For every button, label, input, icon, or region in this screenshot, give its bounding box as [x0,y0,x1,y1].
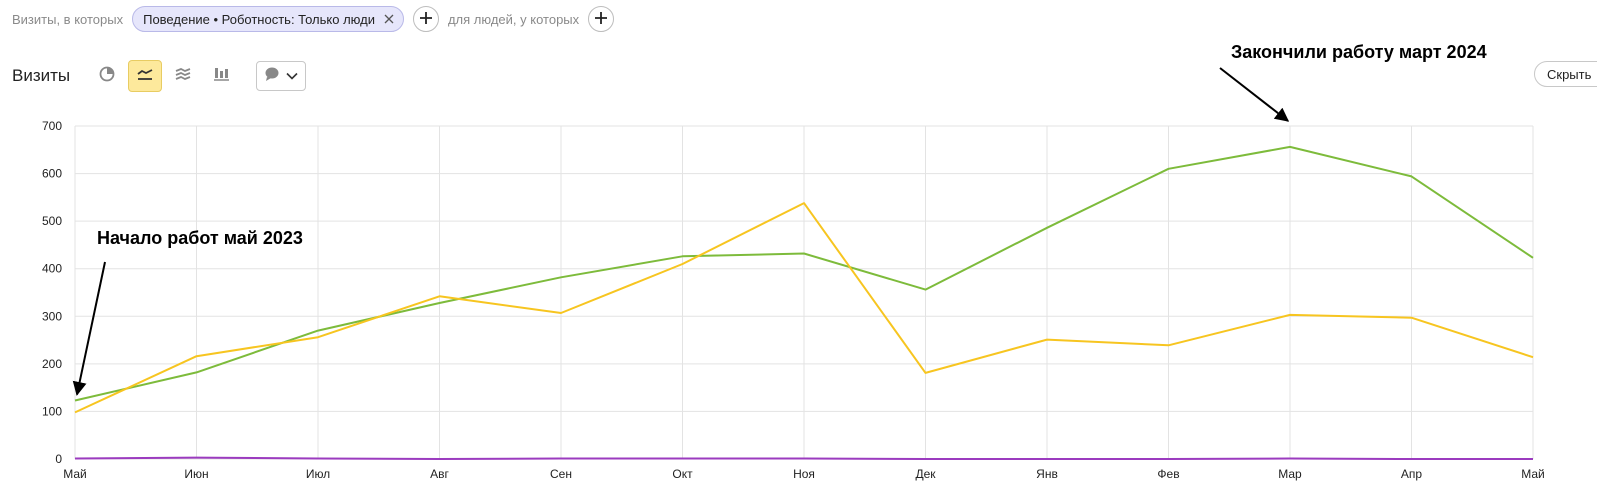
chart-toolbar: Визиты [12,60,307,92]
x-tick-label: Май [1521,467,1545,481]
x-tick-label: Май [63,467,87,481]
y-tick-label: 500 [42,214,62,228]
speech-bubble-icon [264,66,280,87]
chevron-down-icon [286,67,298,85]
visits-filter-label: Визиты, в которых [12,11,124,27]
annotation-arrow-start [72,261,106,396]
add-visit-condition-button[interactable] [412,6,439,32]
y-axis: 0 100 200 300 400 500 600 700 [42,119,62,466]
pie-chart-view-button[interactable] [90,60,124,92]
y-tick-label: 100 [42,404,62,418]
chart-series [74,145,1534,460]
annotation-start-label: Начало работ май 2023 [97,228,303,248]
annotations-dropdown[interactable] [256,61,307,91]
x-tick-label: Авг [430,467,449,481]
series-line-1[interactable] [74,145,1534,402]
y-tick-label: 700 [42,119,62,133]
y-tick-label: 200 [42,357,62,371]
area-chart-icon [174,66,192,87]
y-tick-label: 400 [42,262,62,276]
x-tick-label: Апр [1401,467,1423,481]
y-tick-label: 0 [55,452,62,466]
chart-annotations: Начало работ май 2023 Закончили работу ма… [72,42,1487,396]
x-tick-label: Фев [1157,467,1179,481]
x-tick-label: Сен [550,467,572,481]
x-tick-label: Янв [1036,467,1058,481]
chart-grid [74,125,1534,460]
y-tick-label: 300 [42,309,62,323]
x-tick-label: Дек [915,467,936,481]
plus-icon [419,11,433,28]
x-axis: Май Июн Июл Авг Сен Окт Ноя Дек Янв Фев Мар Апр Май [63,467,1545,481]
series-line-3[interactable] [74,456,1533,460]
x-tick-label: Июн [184,467,208,481]
annotation-arrow-end [1219,67,1290,122]
robotness-filter-chip-label: Поведение • Роботность: Только люди [143,11,375,27]
segment-filter-bar: Визиты, в которых Поведение • Роботность… [0,4,623,34]
line-chart-view-button[interactable] [128,60,163,92]
close-icon[interactable] [383,13,395,25]
page-title: Визиты [12,66,71,85]
robotness-filter-chip[interactable]: Поведение • Роботность: Только люди [132,6,404,32]
x-tick-label: Окт [672,467,693,481]
series-line-2[interactable] [74,202,1534,414]
x-tick-label: Ноя [793,467,815,481]
hide-chart-button[interactable]: Скрыть [1534,61,1597,87]
people-filter-label: для людей, у которых [447,11,580,27]
line-chart-icon [136,66,154,87]
bar-chart-view-button[interactable] [204,60,238,92]
x-tick-label: Июл [306,467,330,481]
x-tick-label: Мар [1278,467,1302,481]
bar-chart-icon [212,66,230,87]
y-tick-label: 600 [42,167,62,181]
area-chart-view-button[interactable] [166,60,200,92]
annotation-end-label: Закончили работу март 2024 [1231,42,1487,62]
plus-icon [594,11,608,28]
add-people-condition-button[interactable] [588,6,615,32]
pie-chart-icon [99,66,115,87]
